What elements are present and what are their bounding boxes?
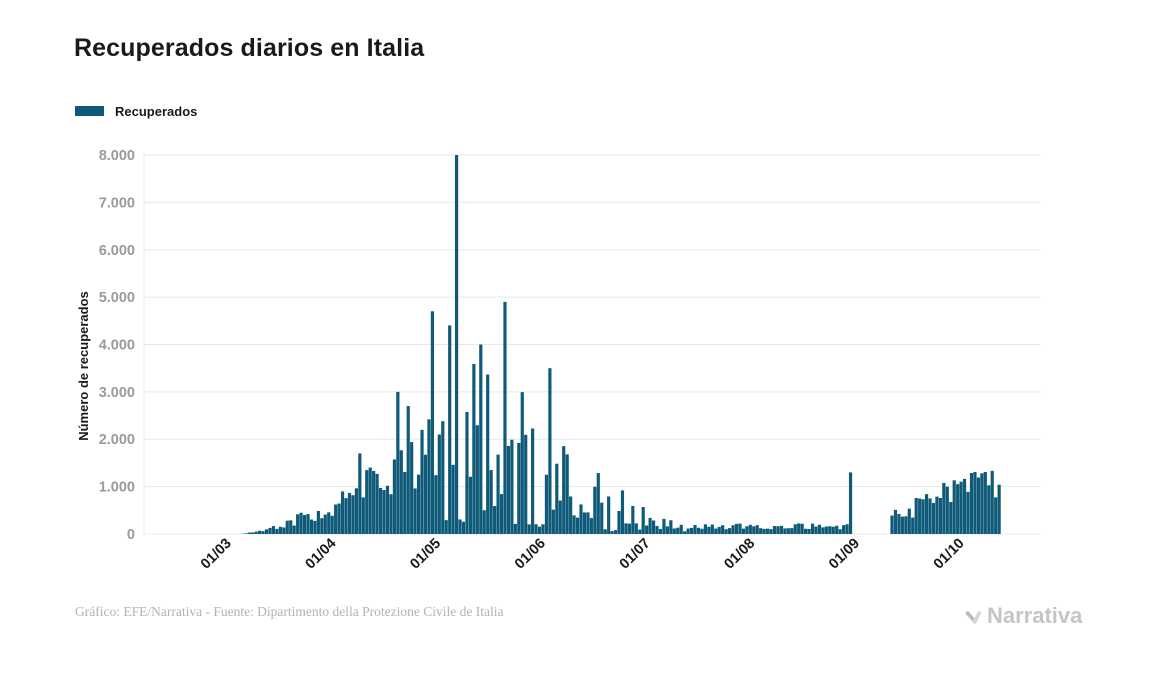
svg-text:5.000: 5.000 (99, 290, 135, 306)
svg-text:4.000: 4.000 (99, 338, 135, 354)
svg-text:2.000: 2.000 (99, 432, 135, 448)
svg-text:01/07: 01/07 (617, 536, 654, 573)
svg-text:Número de recuperados: Número de recuperados (76, 291, 91, 441)
svg-text:8.000: 8.000 (99, 148, 135, 164)
svg-text:1.000: 1.000 (99, 480, 135, 496)
svg-text:01/08: 01/08 (721, 536, 758, 573)
svg-text:01/09: 01/09 (826, 536, 863, 573)
svg-text:7.000: 7.000 (99, 195, 135, 211)
svg-text:6.000: 6.000 (99, 243, 135, 259)
svg-text:3.000: 3.000 (99, 385, 135, 401)
svg-text:01/05: 01/05 (407, 536, 444, 573)
svg-text:01/03: 01/03 (198, 536, 235, 573)
svg-text:01/04: 01/04 (303, 536, 340, 573)
svg-text:01/10: 01/10 (931, 536, 968, 573)
svg-text:0: 0 (127, 527, 135, 543)
svg-text:01/06: 01/06 (512, 536, 549, 573)
